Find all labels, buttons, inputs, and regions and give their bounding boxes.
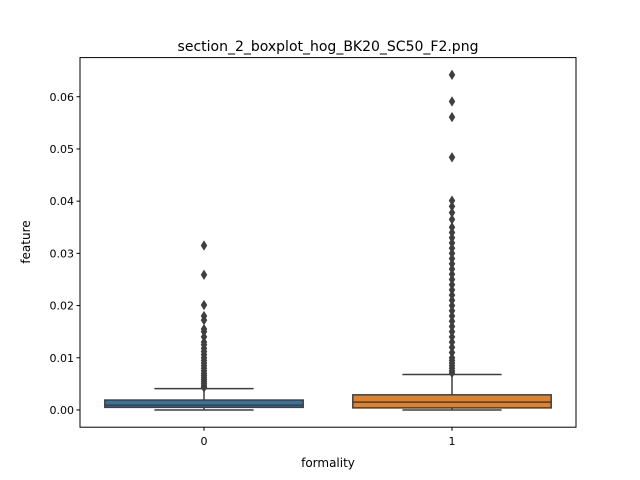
y-axis-label: feature xyxy=(19,220,33,263)
outlier-point xyxy=(200,299,208,311)
outlier-point xyxy=(448,367,456,379)
box-1 xyxy=(352,394,552,409)
outlier-point xyxy=(448,96,456,107)
x-tick-label: 0 xyxy=(201,435,208,448)
outlier-point xyxy=(448,111,456,123)
y-tick-label: 0.00 xyxy=(50,404,75,417)
chart-title: section_2_boxplot_hog_BK20_SC50_F2.png xyxy=(178,39,479,55)
y-tick-label: 0.01 xyxy=(50,352,75,365)
y-tick-label: 0.06 xyxy=(50,91,75,104)
outlier-point xyxy=(448,69,456,81)
x-axis-label: formality xyxy=(301,456,355,470)
outlier-point xyxy=(200,269,208,281)
plot-area: 0.00 0.01 0.02 0.03 0.04 0.05 0.06 0 1 xyxy=(50,69,552,448)
y-tick-label: 0.02 xyxy=(50,300,75,313)
outlier-point xyxy=(200,240,208,251)
y-tick-label: 0.05 xyxy=(50,143,75,156)
outlier-point xyxy=(448,152,456,163)
y-tick-label: 0.04 xyxy=(50,195,75,208)
x-tick-label: 1 xyxy=(449,435,456,448)
axes-frame xyxy=(79,57,577,428)
y-tick-label: 0.03 xyxy=(50,247,75,260)
box-0 xyxy=(104,399,304,409)
outlier-point xyxy=(200,382,208,393)
